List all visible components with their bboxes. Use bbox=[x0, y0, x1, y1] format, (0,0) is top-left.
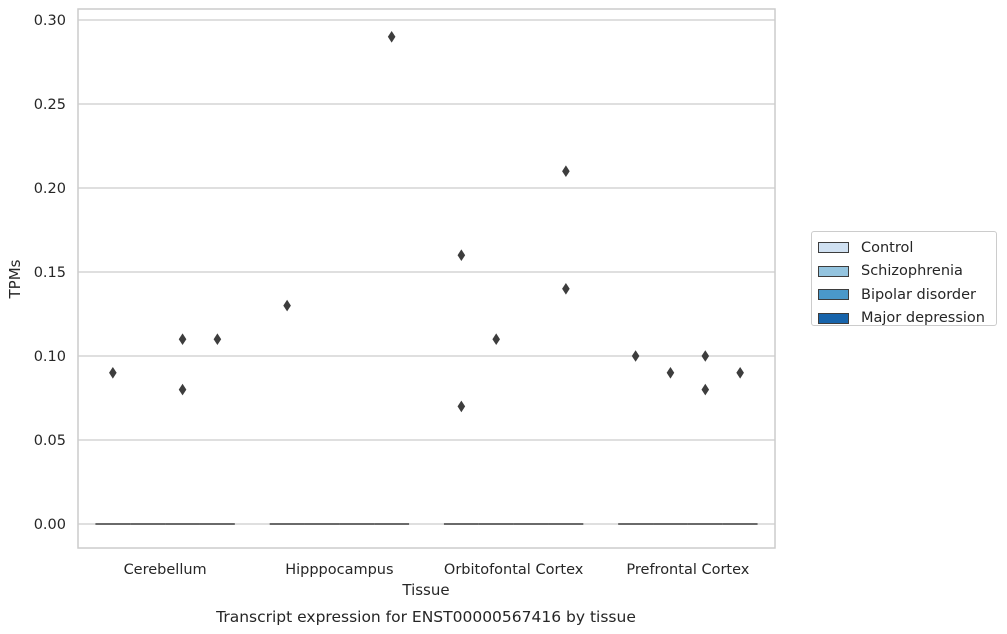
legend-swatch bbox=[818, 312, 849, 324]
outlier-point bbox=[213, 333, 222, 345]
outlier-point bbox=[457, 249, 466, 261]
x-tick-label: Cerebellum bbox=[124, 562, 207, 578]
legend-swatch bbox=[818, 289, 849, 301]
legend-item: Schizophrenia bbox=[818, 260, 996, 284]
y-tick-label: 0.25 bbox=[34, 97, 66, 113]
legend-label: Major depression bbox=[861, 310, 985, 327]
legend-swatch bbox=[818, 242, 849, 254]
y-tick-label: 0.05 bbox=[34, 433, 66, 449]
legend-swatch bbox=[818, 265, 849, 277]
outlier-point bbox=[387, 31, 396, 43]
plot-frame bbox=[77, 8, 776, 549]
x-tick-label: Prefrontal Cortex bbox=[626, 562, 749, 578]
legend-item: Bipolar disorder bbox=[818, 283, 996, 307]
outlier-point bbox=[283, 299, 291, 312]
x-tick-label: Hipppocampus bbox=[285, 562, 393, 578]
y-tick-label: 0.00 bbox=[34, 517, 66, 533]
outlier-point bbox=[178, 383, 187, 396]
outlier-point bbox=[492, 333, 500, 345]
outlier-point bbox=[109, 367, 117, 379]
outlier-point bbox=[736, 367, 744, 379]
legend-item: Control bbox=[818, 236, 996, 260]
legend-item: Major depression bbox=[818, 307, 996, 331]
outlier-point bbox=[701, 350, 710, 362]
chart-caption: Transcript expression for ENST0000056741… bbox=[215, 608, 636, 626]
outlier-point bbox=[666, 367, 675, 379]
x-tick-labels: Cerebellum Hipppocampus Orbitofontal Corte… bbox=[124, 562, 750, 578]
legend: Control Schizophrenia Bipolar disorder Majo… bbox=[811, 231, 997, 326]
legend-label: Bipolar disorder bbox=[861, 286, 976, 303]
y-axis-label: TPMs bbox=[6, 259, 24, 299]
outlier-point bbox=[701, 383, 710, 396]
x-tick-label: Orbitofontal Cortex bbox=[444, 562, 584, 578]
outlier-point bbox=[631, 350, 640, 362]
outlier-points bbox=[109, 31, 744, 413]
y-tick-label: 0.10 bbox=[34, 349, 66, 365]
outlier-point bbox=[457, 400, 466, 413]
y-tick-labels: 0.00 0.05 0.10 0.15 0.20 0.25 0.30 bbox=[34, 13, 66, 533]
y-tick-label: 0.30 bbox=[34, 13, 66, 29]
legend-label: Control bbox=[861, 239, 914, 256]
y-tick-label: 0.20 bbox=[34, 181, 66, 197]
outlier-point bbox=[562, 165, 570, 177]
outlier-point bbox=[562, 283, 570, 295]
grid-lines bbox=[78, 19, 775, 525]
y-tick-label: 0.15 bbox=[34, 265, 66, 281]
legend-label: Schizophrenia bbox=[861, 263, 963, 280]
x-axis-label: Tissue bbox=[401, 581, 449, 599]
outlier-point bbox=[178, 333, 187, 345]
